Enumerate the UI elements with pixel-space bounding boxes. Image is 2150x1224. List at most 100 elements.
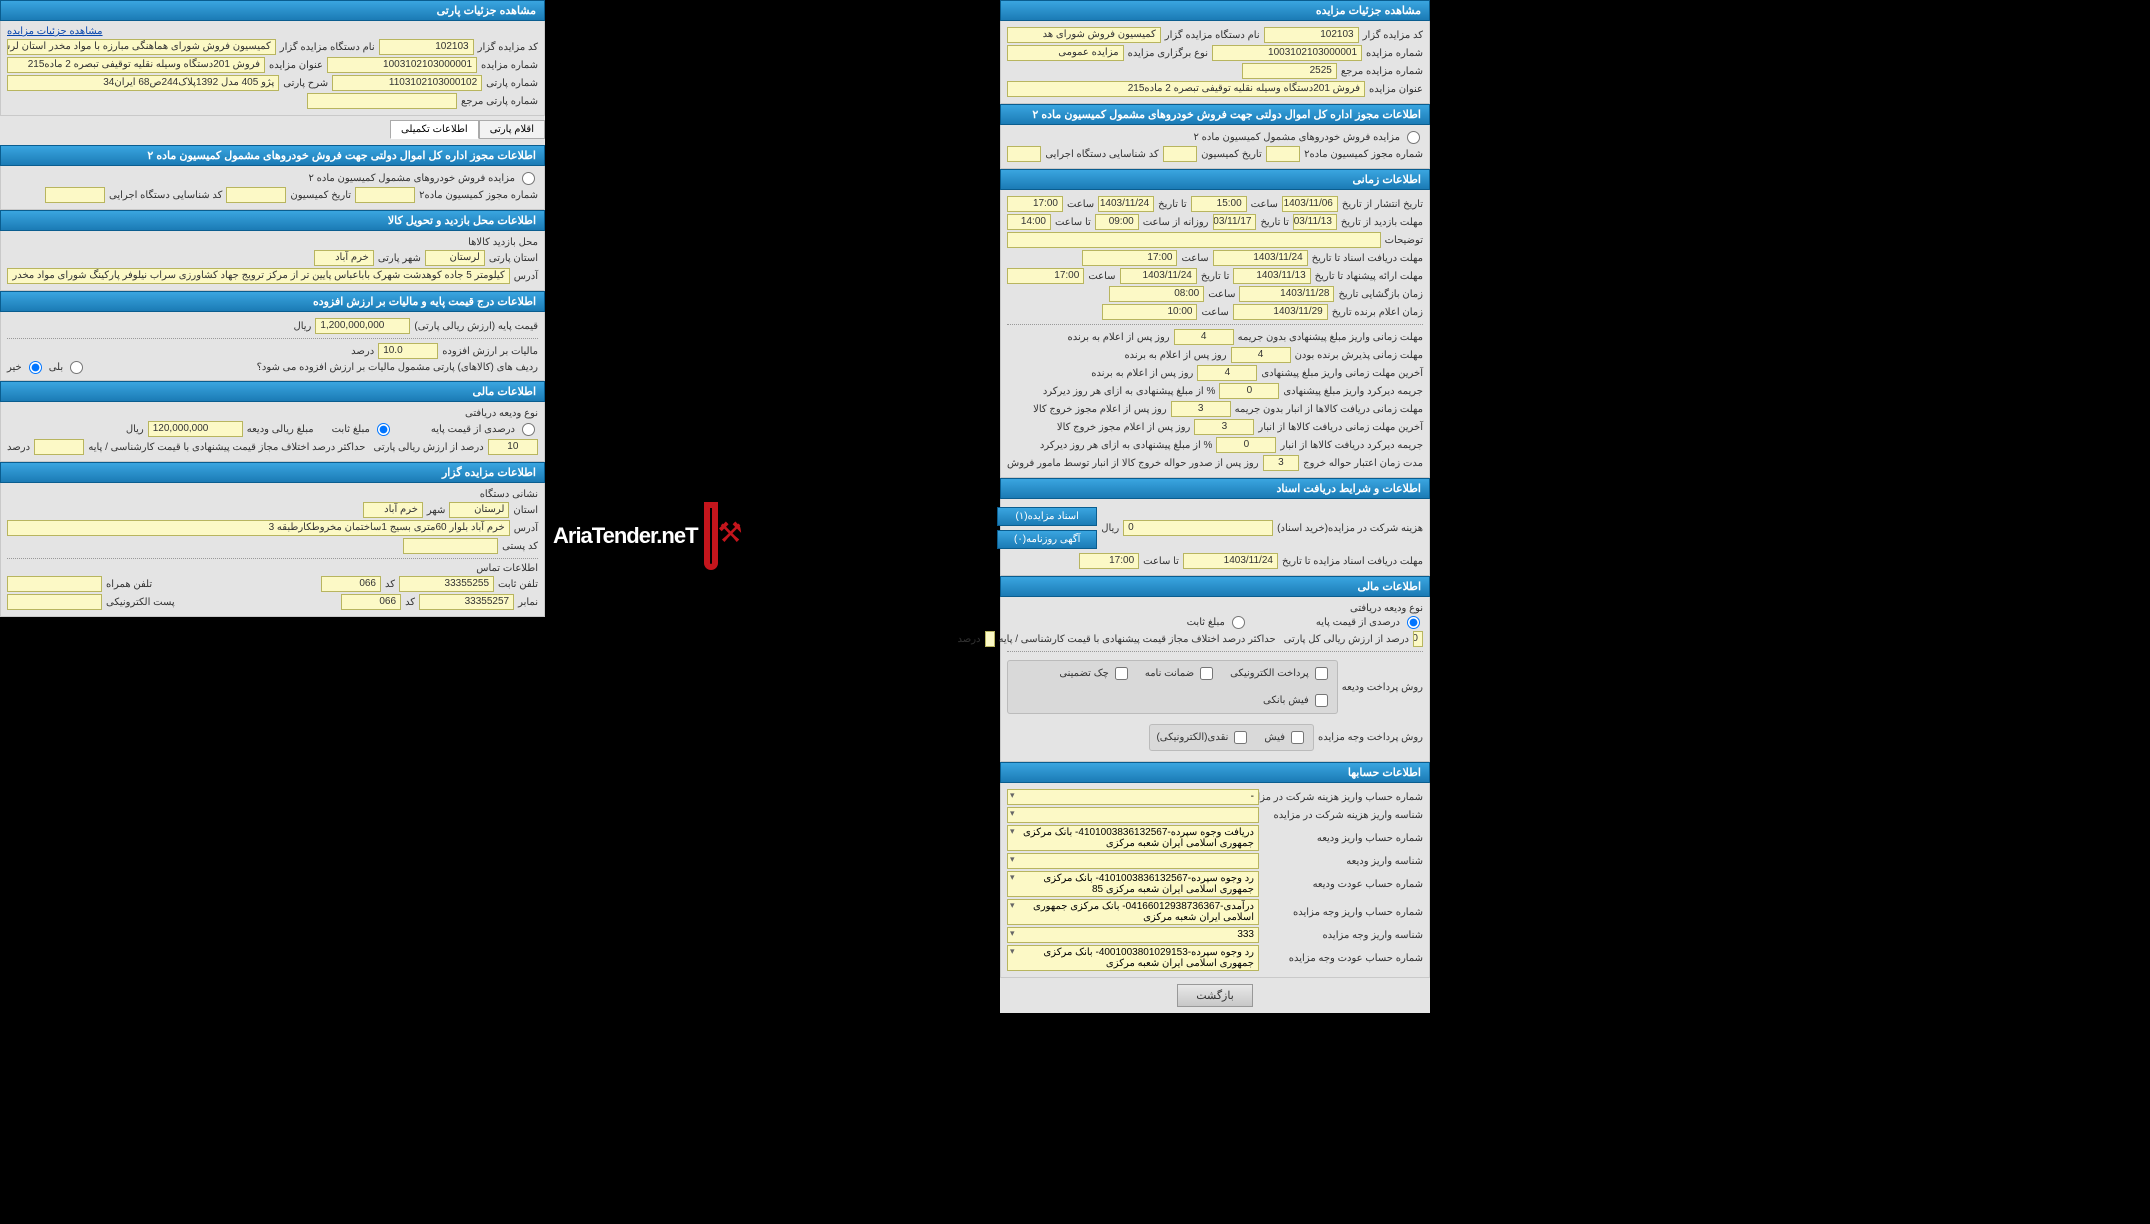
checkbox-pay[interactable] bbox=[1315, 694, 1328, 707]
radio-no[interactable] bbox=[29, 361, 42, 374]
label-time: تا تاریخ bbox=[1201, 271, 1230, 282]
label-fax-code: کد bbox=[405, 597, 415, 608]
dropdown-acct[interactable] bbox=[1007, 853, 1259, 869]
label-org-name: نام دستگاه مزایده گزار bbox=[1165, 30, 1260, 41]
label-lic-no: شماره مجوز کمیسیون ماده۲ bbox=[1304, 149, 1423, 160]
radio-p-pct[interactable] bbox=[522, 423, 535, 436]
label-party-no: شماره پارتی bbox=[486, 78, 538, 89]
radio-commission[interactable] bbox=[1407, 131, 1420, 144]
field-address: کیلومتر 5 جاده کوهدشت شهرک باباعباس پایی… bbox=[7, 268, 510, 284]
label-vat-q: ردیف های (کالاهای) پارتی مشمول مالیات بر… bbox=[257, 362, 538, 373]
checkbox-pay[interactable] bbox=[1291, 731, 1304, 744]
field-auction-code: 102103 bbox=[1264, 27, 1359, 43]
header-docs: اطلاعات و شرایط دریافت اسناد bbox=[1000, 478, 1430, 499]
label-time: ساعت bbox=[1067, 199, 1094, 210]
field-org-prov: لرستان bbox=[449, 502, 509, 518]
label-p-max: حداکثر درصد اختلاف مجاز قیمت پیشنهادی با… bbox=[88, 442, 365, 453]
radio-pct[interactable] bbox=[1407, 616, 1420, 629]
field-auction-no: 1003102103000001 bbox=[1212, 45, 1362, 61]
label-org-addr: نشانی دستگاه bbox=[480, 489, 538, 500]
label-party-ref: شماره پارتی مرجع bbox=[461, 96, 538, 107]
label-acct: شماره حساب عودت ودیعه bbox=[1263, 879, 1423, 890]
checkbox-pay[interactable] bbox=[1315, 667, 1328, 680]
field-dep-amt: 120,000,000 bbox=[148, 421, 243, 437]
field-time: 09:00 bbox=[1095, 214, 1139, 230]
field-time: 1403/11/13 bbox=[1293, 214, 1337, 230]
field-tel-code: 066 bbox=[321, 576, 381, 592]
field-time: 08:00 bbox=[1109, 286, 1204, 302]
field-p-code: 102103 bbox=[379, 39, 474, 55]
label-time: روزانه از ساعت bbox=[1143, 217, 1209, 228]
tab-items[interactable]: اقلام پارتی bbox=[479, 120, 545, 139]
paygroup-deposit: پرداخت الکترونیکیضمانت نامهچک تضمینیفیش … bbox=[1007, 660, 1338, 714]
label-province: استان پارتی bbox=[489, 253, 538, 264]
label-acct: شناسه واریز ودیعه bbox=[1263, 856, 1423, 867]
header-location: اطلاعات محل بازدید و تحویل کالا bbox=[0, 210, 545, 231]
label-numrow: آخرین مهلت زمانی دریافت کالاها از انبار bbox=[1258, 422, 1423, 433]
label-dep-amt: مبلغ ریالی ودیعه bbox=[247, 424, 314, 435]
field-fax: 33355257 bbox=[419, 594, 514, 610]
field-ref-no: 2525 bbox=[1242, 63, 1337, 79]
dropdown-acct[interactable]: درآمدی-04166012938736367- بانک مرکزی جمه… bbox=[1007, 899, 1259, 925]
checkbox-pay[interactable] bbox=[1234, 731, 1247, 744]
label-exec-id: کد شناسایی دستگاه اجرایی bbox=[1045, 149, 1158, 160]
radio-p-fix[interactable] bbox=[377, 423, 390, 436]
label-fix: مبلغ ثابت bbox=[1187, 617, 1225, 628]
label-time: زمان اعلام برنده تاریخ bbox=[1332, 307, 1423, 318]
dropdown-acct[interactable]: - bbox=[1007, 789, 1259, 805]
dropdown-acct[interactable]: رد وجوه سپرده-4101003836132567- بانک مرک… bbox=[1007, 871, 1259, 897]
field-title: فروش 201دستگاه وسیله نقلیه توقیفی تبصره … bbox=[1007, 81, 1365, 97]
label-base-price: قیمت پایه (ارزش ریالی پارتی) bbox=[414, 321, 538, 332]
label-numrow: مدت زمان اعتبار حواله خروج bbox=[1303, 458, 1423, 469]
field-vat: 10.0 bbox=[378, 343, 438, 359]
label-acct: شماره حساب عودت وجه مزایده bbox=[1263, 953, 1423, 964]
field-time: 1403/11/06 bbox=[1282, 196, 1338, 212]
radio-p-commission[interactable] bbox=[522, 172, 535, 185]
label-time: تا ساعت bbox=[1055, 217, 1091, 228]
field-time: 17:00 bbox=[1082, 250, 1177, 266]
dropdown-acct[interactable]: 333 bbox=[1007, 927, 1259, 943]
label-numrow-suf: روز پس از اعلام مجوز خروج کالا bbox=[1033, 404, 1167, 415]
field-time: 1403/11/24 bbox=[1098, 196, 1154, 212]
label-tel-code: کد bbox=[385, 579, 395, 590]
button-auction-docs[interactable]: اسناد مزایده(۱) bbox=[997, 507, 1097, 526]
label-pay-opt: ضمانت نامه bbox=[1145, 668, 1194, 679]
field-tel: 33355255 bbox=[399, 576, 494, 592]
checkbox-pay[interactable] bbox=[1115, 667, 1128, 680]
checkbox-pay[interactable] bbox=[1200, 667, 1213, 680]
button-back[interactable]: بازگشت bbox=[1177, 984, 1253, 1007]
label-yes: بلی bbox=[49, 362, 63, 373]
header-financial: اطلاعات مالی bbox=[1000, 576, 1430, 597]
button-newspaper[interactable]: آگهی روزنامه(۰) bbox=[997, 530, 1097, 549]
link-view-auction[interactable]: مشاهده جزئیات مزایده bbox=[7, 26, 103, 37]
label-time: مهلت دریافت اسناد تا تاریخ bbox=[1312, 253, 1423, 264]
radio-yes[interactable] bbox=[70, 361, 83, 374]
dropdown-acct[interactable] bbox=[1007, 807, 1259, 823]
label-p-lic-no: شماره مجوز کمیسیون ماده۲ bbox=[419, 190, 538, 201]
label-p-max-suf: درصد bbox=[7, 442, 30, 453]
dropdown-acct[interactable]: رد وجوه سپرده-4001003801029153- بانک مرک… bbox=[1007, 945, 1259, 971]
label-city: شهر پارتی bbox=[378, 253, 421, 264]
label-p-dep-type: نوع ودیعه دریافتی bbox=[465, 408, 538, 419]
field-time: 1403/11/13 bbox=[1233, 268, 1310, 284]
label-email: پست الکترونیکی bbox=[106, 597, 175, 608]
field-numrow: 3 bbox=[1194, 419, 1254, 435]
label-time: مهلت بازدید از تاریخ bbox=[1341, 217, 1423, 228]
radio-fix[interactable] bbox=[1232, 616, 1245, 629]
label-org-address: آدرس bbox=[514, 523, 538, 534]
tab-extra[interactable]: اطلاعات تکمیلی bbox=[390, 120, 479, 139]
dropdown-acct[interactable]: دریافت وجوه سپرده-4101003836132567- بانک… bbox=[1007, 825, 1259, 851]
field-time: 10:00 bbox=[1102, 304, 1197, 320]
label-acct: شماره حساب واریز ودیعه bbox=[1263, 833, 1423, 844]
field-time: 1403/11/24 bbox=[1120, 268, 1197, 284]
field-doc-deadline-time: 17:00 bbox=[1079, 553, 1139, 569]
field-notes bbox=[1007, 232, 1381, 248]
label-pay-auction: روش پرداخت وجه مزایده bbox=[1318, 732, 1423, 743]
field-time: 1403/11/24 bbox=[1213, 250, 1308, 266]
auction-details-panel: مشاهده جزئیات مزایده کد مزایده گزار 1021… bbox=[1000, 0, 1430, 1013]
field-doc-cost: 0 bbox=[1123, 520, 1273, 536]
label-numrow: آخرین مهلت زمانی واریز مبلغ پیشنهادی bbox=[1261, 368, 1423, 379]
field-province: لرستان bbox=[425, 250, 485, 266]
field-lic-date bbox=[1163, 146, 1197, 162]
label-vat-suf: درصد bbox=[351, 346, 374, 357]
